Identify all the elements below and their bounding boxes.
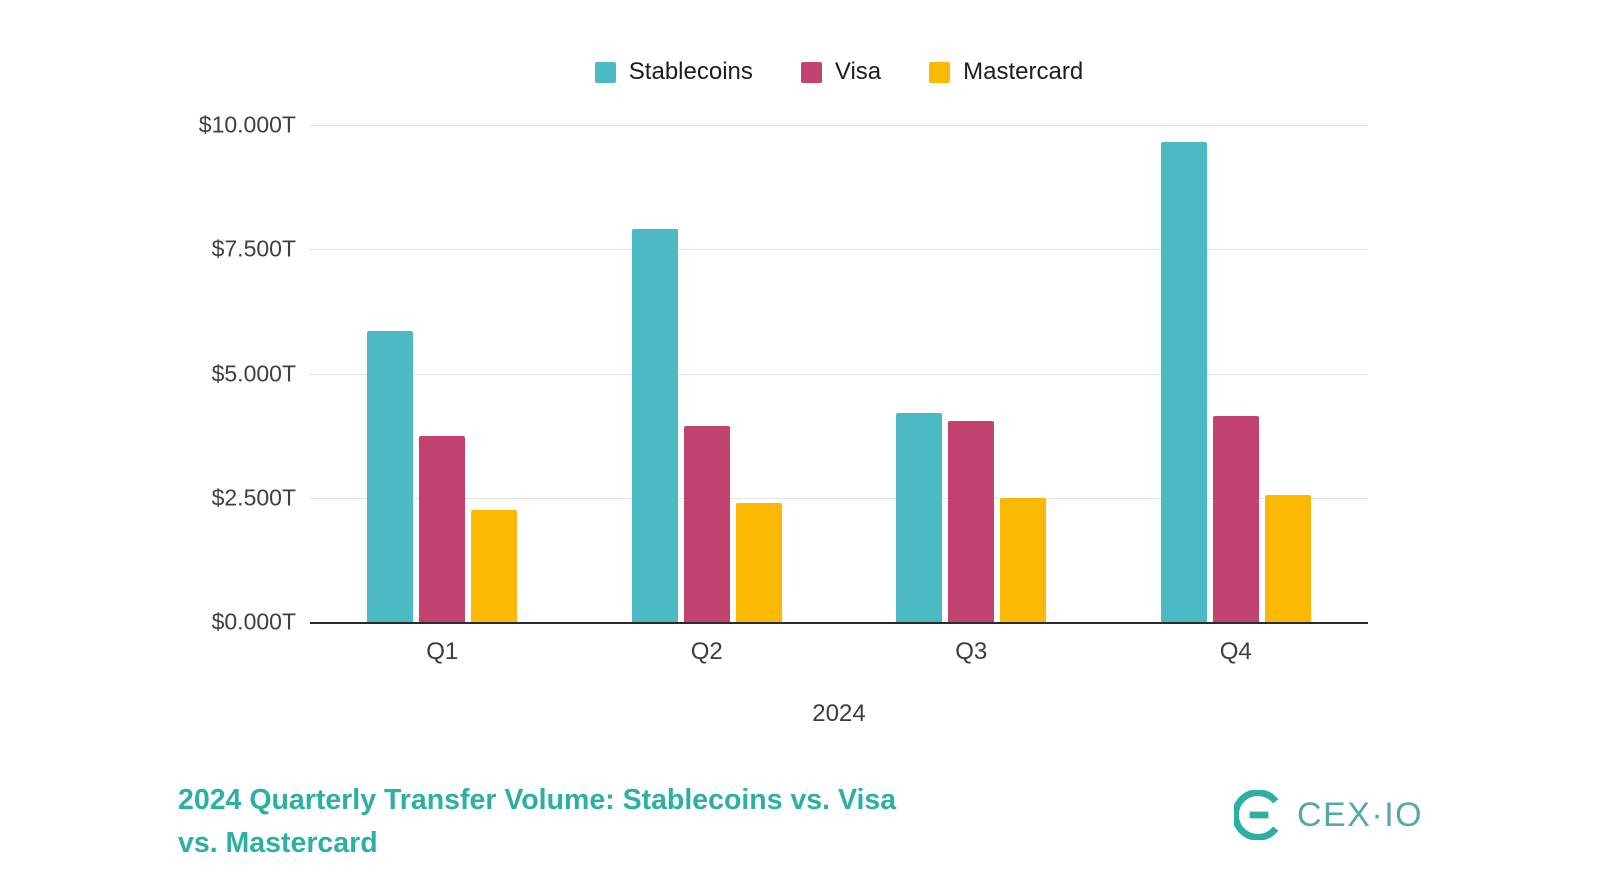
gridline-10t	[310, 125, 1368, 126]
chart-title-line1: 2024 Quarterly Transfer Volume: Stableco…	[178, 784, 897, 816]
y-tick-0t: $0.000T	[211, 608, 296, 635]
bar-visa-q4	[1212, 415, 1259, 622]
bar-mastercard-q4	[1264, 495, 1311, 622]
bar-mastercard-q1	[471, 510, 518, 622]
legend-label-visa: Visa	[834, 58, 882, 85]
bar-mastercard-q3	[1000, 497, 1047, 622]
bar-stablecoins-q3	[896, 413, 943, 622]
chart-title: 2024 Quarterly Transfer Volume: Stableco…	[178, 779, 896, 865]
bar-stablecoins-q4	[1160, 142, 1207, 622]
bar-visa-q3	[948, 420, 995, 622]
cexio-logo-icon	[1234, 790, 1284, 840]
gridline-7-5t	[310, 249, 1368, 251]
bar-group-q1	[367, 125, 518, 622]
cexio-logo-text: CEX·IO	[1297, 795, 1424, 834]
legend-item-visa: Visa	[800, 58, 882, 86]
x-axis-labels: Q1 Q2 Q3 Q4	[310, 638, 1368, 666]
legend-swatch-mastercard	[929, 61, 951, 83]
x-label-q2: Q2	[690, 638, 723, 665]
bar-stablecoins-q1	[367, 331, 414, 622]
gridline-2-5t	[310, 497, 1368, 499]
chart-legend: Stablecoins Visa Mastercard	[310, 58, 1368, 86]
legend-label-mastercard: Mastercard	[963, 58, 1084, 85]
legend-swatch-stablecoins	[594, 61, 616, 83]
bar-mastercard-q2	[735, 502, 782, 622]
x-label-q3: Q3	[955, 638, 988, 665]
y-tick-5t: $5.000T	[211, 360, 296, 386]
y-axis: $10.000T $7.500T $5.000T $2.500T $0.000T	[0, 112, 296, 635]
y-tick-7-5t: $7.500T	[211, 235, 296, 262]
bar-visa-q1	[419, 435, 466, 622]
chart-title-line2: vs. Mastercard	[178, 826, 378, 859]
y-tick-2-5t: $2.500T	[211, 484, 296, 511]
legend-item-mastercard: Mastercard	[929, 58, 1083, 86]
bar-visa-q2	[683, 425, 730, 622]
x-label-q4: Q4	[1219, 638, 1252, 665]
bar-stablecoins-q2	[631, 229, 678, 622]
x-axis-title: 2024	[812, 700, 866, 727]
bar-groups	[310, 125, 1368, 622]
legend-swatch-visa	[800, 61, 822, 83]
legend-item-stablecoins: Stablecoins	[594, 58, 753, 86]
bar-group-q3	[896, 125, 1047, 622]
cexio-logo: CEX·IO	[1234, 790, 1423, 840]
y-tick-10t: $10.000T	[198, 111, 296, 138]
plot-area	[310, 125, 1368, 624]
legend-label-stablecoins: Stablecoins	[628, 58, 753, 85]
gridline-5t	[310, 373, 1368, 375]
x-label-q1: Q1	[426, 638, 459, 665]
bar-group-q2	[631, 125, 782, 622]
bar-group-q4	[1160, 125, 1311, 622]
